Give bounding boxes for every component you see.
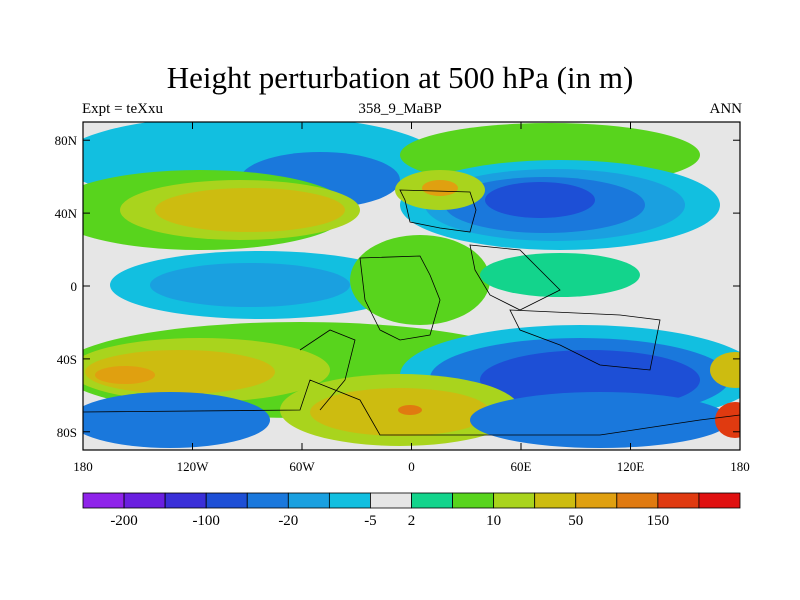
coastline-africa [359, 255, 441, 341]
colorbar-swatch [493, 492, 536, 509]
x-tick-label: 0 [408, 459, 415, 474]
colorbar-swatch [287, 492, 330, 509]
colorbar-swatch [82, 492, 125, 509]
colorbar-swatch [205, 492, 248, 509]
season-label: ANN [709, 101, 743, 117]
colorbar-label: -100 [192, 513, 220, 529]
x-tick-label: 120W [177, 459, 210, 474]
colorbar-label: -200 [110, 513, 138, 529]
coastline-outlines [83, 189, 740, 436]
colorbar: -200 -100 -20 -5 2 10 50 150 [82, 492, 741, 529]
colorbar-swatch [246, 492, 289, 509]
contour-region [95, 366, 155, 384]
y-axis: 80N 40N 0 40S 80S [55, 133, 740, 440]
colorbar-swatch [411, 492, 453, 509]
x-tick-label: 120E [617, 459, 645, 474]
coastline-south-america [299, 329, 356, 411]
y-tick-label: 80N [55, 133, 78, 148]
case-label: 358_9_MaBP [358, 101, 442, 117]
y-tick-label: 40S [57, 352, 77, 367]
colorbar-swatch [452, 492, 495, 509]
y-tick-label: 80S [57, 425, 77, 440]
coastline-australia [509, 309, 661, 371]
colorbar-label: -20 [278, 513, 298, 529]
x-tick-label: 60W [289, 459, 315, 474]
contour-region [398, 405, 422, 415]
colorbar-swatch [534, 492, 577, 509]
x-tick-label: 60E [511, 459, 532, 474]
colorbar-swatch [328, 492, 371, 509]
y-tick-label: 0 [71, 279, 78, 294]
x-tick-label: 180 [73, 459, 93, 474]
contour-region [710, 352, 740, 388]
experiment-label: Expt = teXxu [82, 101, 163, 117]
colorbar-swatch [123, 492, 166, 509]
contour-region [83, 392, 270, 448]
colorbar-swatch [164, 492, 207, 509]
colorbar-label: 10 [486, 513, 501, 529]
colorbar-swatch [657, 492, 700, 509]
colorbar-swatch [698, 492, 741, 509]
colorbar-swatch [616, 492, 659, 509]
contour-region [155, 188, 345, 232]
colorbar-label: 50 [568, 513, 583, 529]
colorbar-swatch [370, 492, 412, 509]
contour-region [480, 253, 640, 297]
contour-region [715, 402, 740, 438]
contour-region [485, 182, 595, 218]
contour-region [422, 180, 458, 196]
y-tick-label: 40N [55, 206, 78, 221]
contour-field [83, 122, 740, 450]
contour-region [470, 392, 730, 448]
coastline-antarctica [83, 379, 740, 436]
colorbar-swatch [575, 492, 618, 509]
x-axis: 180 120W 60W 0 60E 120E 180 [73, 122, 750, 474]
coastline-europe [399, 189, 477, 233]
colorbar-label: 2 [408, 513, 416, 529]
colorbar-label: 150 [647, 513, 670, 529]
coastline-asia [469, 244, 561, 311]
chart-title: Height perturbation at 500 hPa (in m) [166, 60, 634, 95]
colorbar-label: -5 [364, 513, 377, 529]
contour-region [150, 263, 350, 307]
x-tick-label: 180 [730, 459, 750, 474]
